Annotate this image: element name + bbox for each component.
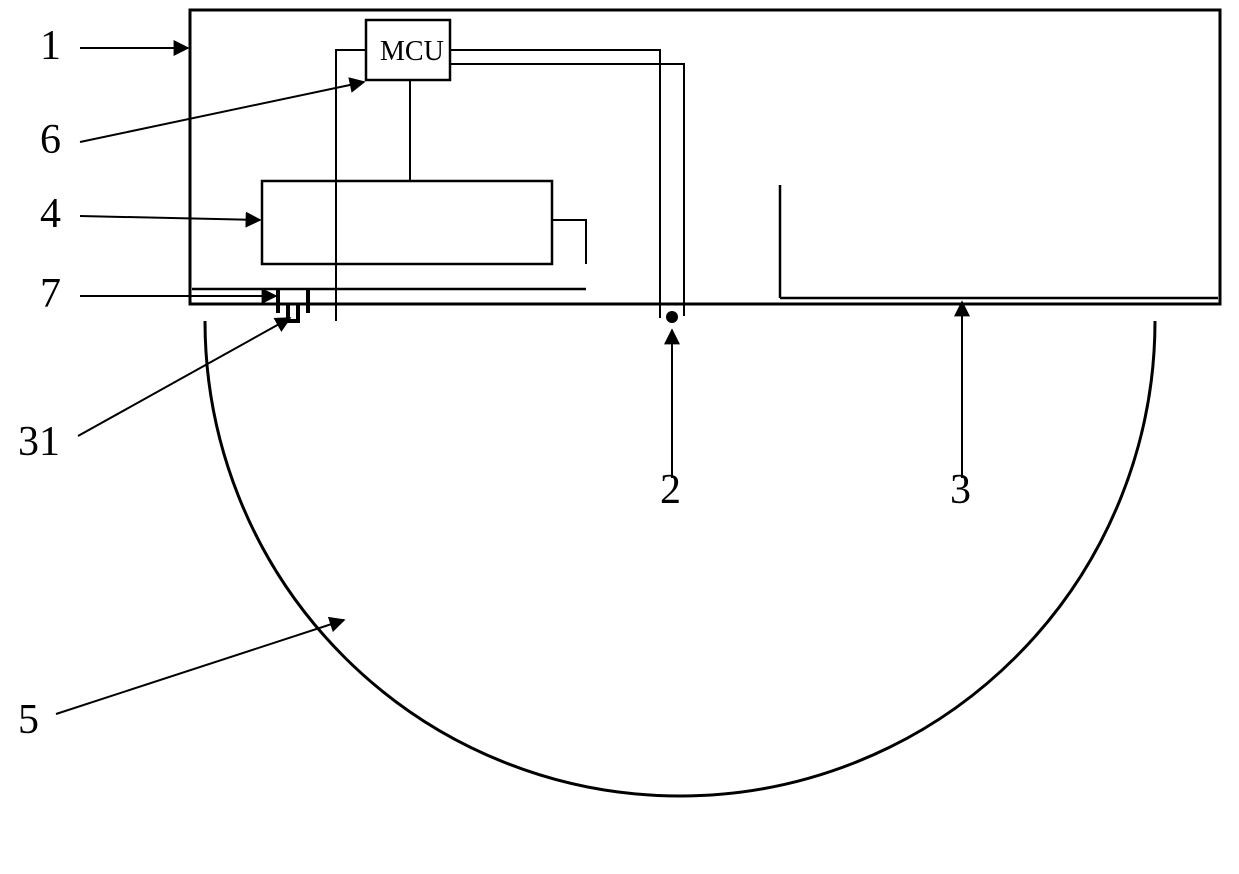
callout-arrow-l5 <box>56 620 344 714</box>
label-1: 1 <box>40 22 61 70</box>
label-31: 31 <box>18 418 60 466</box>
callout-arrow-l4 <box>80 216 260 220</box>
sensor-node <box>666 311 678 323</box>
label-4: 4 <box>40 190 61 238</box>
label-2: 2 <box>660 466 681 514</box>
callout-arrow-l31 <box>78 318 290 436</box>
inner-module-terminal <box>552 220 586 264</box>
mcu-label: MCU <box>380 36 444 68</box>
wire-mcu-right-a <box>450 50 660 318</box>
dome-arc <box>205 321 1155 796</box>
wire-mcu-left <box>336 50 366 321</box>
outer-housing <box>190 10 1220 304</box>
label-6: 6 <box>40 116 61 164</box>
label-3: 3 <box>950 466 971 514</box>
label-7: 7 <box>40 270 61 318</box>
inner-module <box>262 181 552 264</box>
callout-arrow-l6 <box>80 82 364 142</box>
wire-mcu-right-b <box>450 64 684 316</box>
label-5: 5 <box>18 696 39 744</box>
